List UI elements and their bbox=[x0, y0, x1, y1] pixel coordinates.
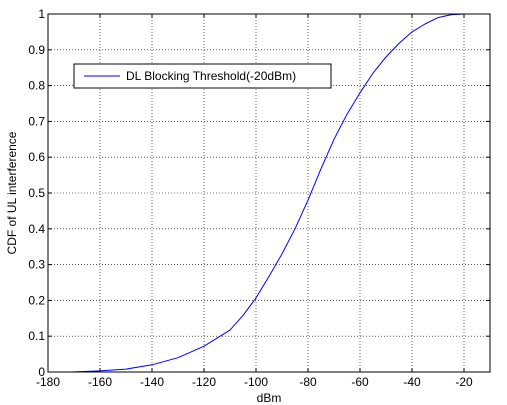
x-axis-label: dBm bbox=[257, 391, 282, 405]
x-tick-label: -40 bbox=[403, 375, 421, 389]
y-tick-label: 0.5 bbox=[28, 186, 45, 200]
series-layer bbox=[71, 13, 477, 373]
y-tick-label: 0.1 bbox=[28, 329, 45, 343]
y-tick-label: 0.6 bbox=[28, 150, 45, 164]
y-axis-label: CDF of UL interference bbox=[5, 131, 19, 254]
x-tick-label: -80 bbox=[299, 375, 317, 389]
y-tick-label: 0.3 bbox=[28, 258, 45, 272]
y-tick-label: 0.9 bbox=[28, 43, 45, 57]
series-line bbox=[71, 13, 477, 373]
y-tick-label: 0.8 bbox=[28, 79, 45, 93]
x-tick-label: -20 bbox=[455, 375, 473, 389]
x-tick-label: -120 bbox=[192, 375, 216, 389]
legend: DL Blocking Threshold(-20dBm) bbox=[73, 63, 332, 89]
x-tick-label: -180 bbox=[36, 375, 60, 389]
y-tick-label: 0 bbox=[38, 365, 45, 379]
y-tick-label: 0.4 bbox=[28, 222, 45, 236]
x-tick-label: -60 bbox=[351, 375, 369, 389]
axis-ticks: -180 -160 -140 -120 -100 -80 -60 -40 -20 0 0.1 0.2 0… bbox=[28, 7, 490, 389]
y-tick-label: 0.7 bbox=[28, 114, 45, 128]
y-tick-label: 0.2 bbox=[28, 293, 45, 307]
x-tick-label: -100 bbox=[244, 375, 268, 389]
y-tick-label: 1 bbox=[38, 7, 45, 21]
x-tick-label: -140 bbox=[140, 375, 164, 389]
legend-label: DL Blocking Threshold(-20dBm) bbox=[126, 69, 296, 83]
x-tick-label: -160 bbox=[88, 375, 112, 389]
